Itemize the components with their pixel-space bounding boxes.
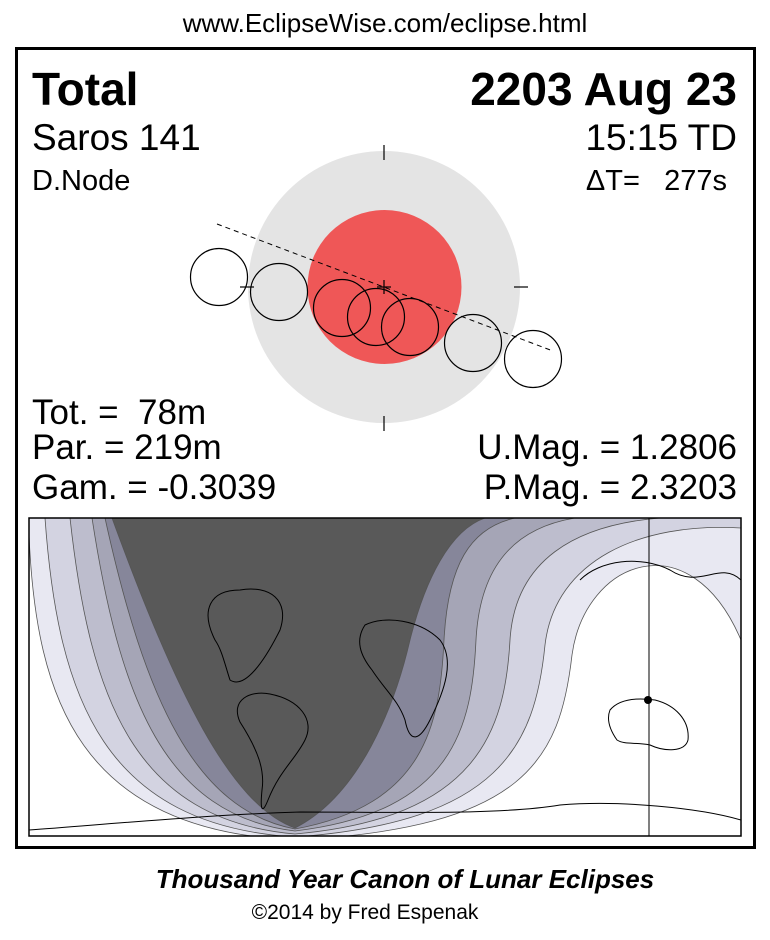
moon-p1 [189, 247, 249, 307]
node-type: D.Node [32, 165, 131, 197]
footer-title: Thousand Year Canon of Lunar Eclipses [155, 864, 655, 894]
copyright: ©2014 by Fred Espenak [251, 901, 479, 924]
moon-path-line [216, 223, 554, 352]
saros-number: Saros 141 [32, 117, 201, 158]
moon-greatest [346, 287, 406, 347]
axis-ticks [240, 145, 528, 431]
penumbral-magnitude: P.Mag. = 2.3203 [483, 468, 737, 507]
totality-duration: Tot. = 78m [32, 393, 207, 432]
coastlines [29, 560, 741, 831]
eclipse-type: Total [32, 63, 139, 115]
sub-lunar-point-marker [644, 696, 652, 704]
map-border [28, 517, 742, 837]
moon-u2 [312, 278, 372, 338]
moon-u1 [249, 262, 309, 322]
map-night [111, 518, 486, 829]
partial-duration: Par. = 219m [32, 428, 222, 467]
umbral-magnitude: U.Mag. = 1.2806 [477, 428, 737, 467]
moon-p4 [503, 329, 563, 389]
eclipse-panel-frame [15, 47, 756, 849]
visibility-map [29, 518, 741, 836]
eclipse-time: 15:15 TD [585, 117, 737, 158]
source-url[interactable]: www.EclipseWise.com/eclipse.html [182, 8, 588, 38]
gamma-value: Gam. = -0.3039 [32, 468, 277, 507]
moon-positions [189, 247, 563, 389]
moon-u4 [443, 313, 503, 373]
moon-u3 [380, 297, 440, 357]
eclipse-date: 2203 Aug 23 [470, 63, 737, 115]
delta-t: ΔT= 277s [585, 165, 727, 197]
